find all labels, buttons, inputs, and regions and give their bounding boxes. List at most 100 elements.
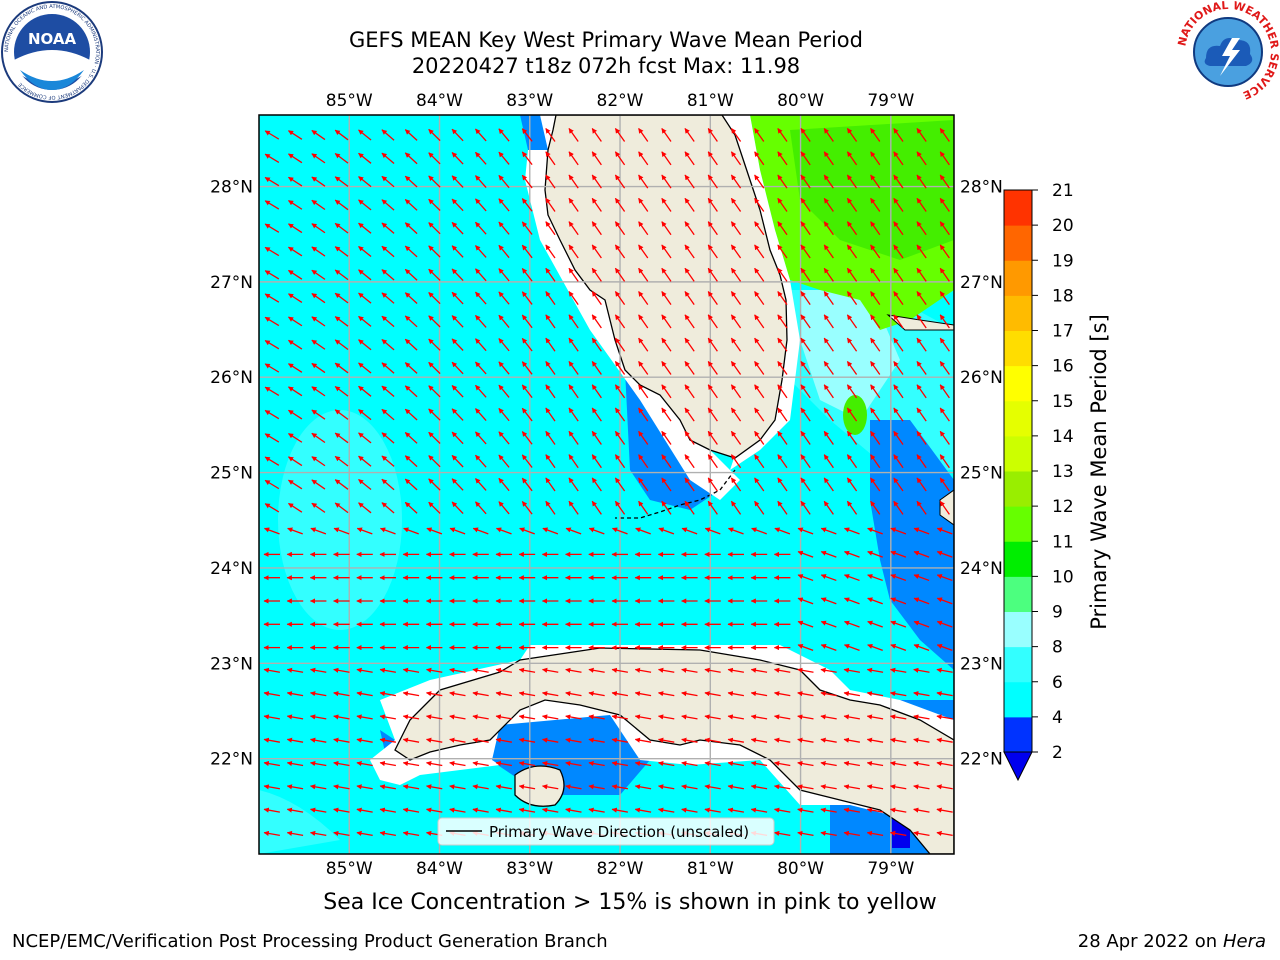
wave-arrow (635, 527, 651, 535)
wave-arrow (823, 174, 834, 189)
wave-arrow (568, 291, 579, 306)
wave-arrow (704, 667, 721, 673)
wave-arrow (936, 830, 953, 837)
wave-arrow (288, 130, 303, 140)
wave-arrow (498, 151, 510, 165)
wave-arrow (913, 807, 930, 813)
colorbar-tick-label: 18 (1052, 286, 1074, 306)
wave-arrow (518, 667, 536, 673)
wave-arrow (381, 292, 395, 304)
wave-arrow (658, 760, 675, 767)
wave-arrow (870, 384, 881, 399)
wave-arrow (800, 221, 811, 236)
wave-arrow (451, 268, 464, 282)
wave-arrow (402, 714, 420, 720)
wave-arrow (777, 337, 788, 352)
wave-arrow (498, 501, 510, 515)
wave-arrow (681, 667, 698, 673)
wave-arrow (820, 644, 837, 651)
wave-arrow (334, 339, 349, 351)
wave-arrow (498, 338, 510, 352)
wave-arrow (614, 197, 626, 212)
wave-arrow (800, 384, 811, 399)
wave-arrow (800, 291, 811, 306)
map-frame (258, 114, 955, 855)
wave-arrow (800, 500, 811, 515)
wave-arrow (333, 667, 350, 673)
wave-arrow (404, 501, 418, 514)
wave-arrow (545, 407, 556, 422)
wave-arrow (893, 197, 904, 212)
wave-arrow (893, 361, 904, 375)
wave-arrow (311, 456, 326, 467)
wave-arrow (333, 737, 350, 743)
wave-arrow (542, 807, 559, 813)
wave-arrow (846, 384, 858, 399)
colorbar-segment (1004, 435, 1032, 472)
wave-arrow (588, 737, 605, 743)
wave-arrow (820, 807, 837, 813)
wave-arrow (475, 501, 487, 515)
wave-arrow (426, 760, 443, 767)
wave-arrow (521, 501, 533, 515)
wave-arrow (684, 477, 695, 492)
wave-arrow (846, 244, 858, 259)
lon-tick-label-top: 80°W (777, 91, 824, 111)
wave-arrow (820, 574, 837, 582)
wave-arrow (428, 292, 441, 305)
wave-arrow (381, 175, 395, 188)
wave-arrow (286, 691, 304, 697)
wave-arrow (638, 361, 649, 375)
wave-arrow (730, 361, 742, 375)
wave-arrow (310, 667, 327, 673)
wave-arrow (750, 714, 768, 720)
wave-arrow (707, 174, 718, 189)
wave-arrow (542, 667, 559, 673)
wave-arrow (846, 174, 858, 189)
wave-arrow (451, 454, 464, 468)
wave-arrow (730, 500, 742, 515)
wave-arrow (263, 714, 280, 720)
lat-tick-label-right: 27°N (960, 273, 1003, 293)
wave-arrow (428, 245, 441, 258)
wave-arrow (472, 760, 489, 767)
wave-arrow (611, 527, 628, 535)
wave-arrow (311, 153, 326, 164)
wave-arrow (472, 737, 489, 743)
wave-arrow (449, 807, 466, 813)
wave-arrow (754, 430, 765, 445)
wave-arrow (451, 152, 464, 165)
wave-arrow (774, 737, 791, 743)
wave-arrow (890, 550, 907, 558)
wave-arrow (451, 408, 464, 421)
wave-arrow (358, 455, 372, 467)
wave-arrow (658, 714, 675, 720)
wave-arrow (936, 550, 953, 558)
wave-arrow (754, 291, 765, 306)
wave-arrow (939, 454, 950, 469)
wave-arrow (611, 807, 628, 813)
wave-arrow (334, 246, 349, 257)
wave-arrow (428, 501, 441, 514)
wave-arrow (379, 667, 396, 673)
wave-arrow (311, 316, 326, 327)
wave-arrow (820, 527, 837, 535)
wave-arrow (334, 129, 349, 141)
wave-arrow (823, 197, 834, 212)
wave-arrow (870, 221, 881, 236)
wave-arrow (707, 384, 718, 399)
wave-arrow (358, 339, 372, 351)
wave-arrow (311, 199, 326, 211)
wave-arrow (521, 431, 533, 445)
wave-arrow (404, 362, 418, 374)
wave-arrow (381, 478, 395, 491)
wave-arrow (614, 291, 626, 306)
wave-arrow (797, 691, 814, 697)
colorbar-tick-label: 19 (1052, 251, 1074, 271)
wave-arrow (286, 667, 304, 673)
lat-tick-label-right: 22°N (960, 750, 1003, 770)
wave-arrow (379, 760, 396, 767)
wave-arrow (428, 408, 441, 421)
wave-arrow (890, 760, 907, 767)
wave-arrow (542, 737, 559, 743)
